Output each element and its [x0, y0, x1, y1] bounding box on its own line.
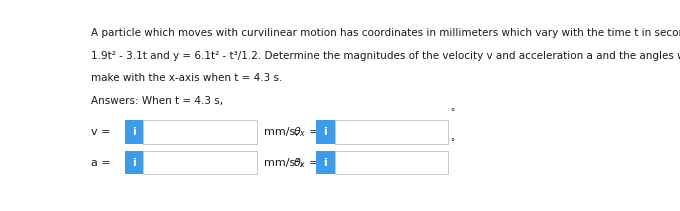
Text: i: i: [324, 127, 327, 137]
FancyBboxPatch shape: [335, 120, 448, 143]
FancyBboxPatch shape: [335, 151, 448, 174]
Text: i: i: [132, 158, 136, 168]
Text: make with the x-axis when t = 4.3 s.: make with the x-axis when t = 4.3 s.: [91, 73, 283, 83]
Text: i: i: [132, 127, 136, 137]
FancyBboxPatch shape: [124, 120, 143, 143]
Text: Answers: When t = 4.3 s,: Answers: When t = 4.3 s,: [91, 96, 224, 106]
Text: $\theta_x$ =: $\theta_x$ =: [293, 125, 318, 139]
Text: i: i: [324, 158, 327, 168]
FancyBboxPatch shape: [124, 151, 143, 174]
Text: °: °: [450, 108, 454, 117]
Text: °: °: [450, 139, 454, 147]
FancyBboxPatch shape: [316, 120, 335, 143]
FancyBboxPatch shape: [143, 120, 257, 143]
Text: v =: v =: [91, 127, 111, 137]
Text: mm/s,: mm/s,: [264, 127, 299, 137]
Text: 1.9t² - 3.1t and y = 6.1t² - t³/1.2. Determine the magnitudes of the velocity v : 1.9t² - 3.1t and y = 6.1t² - t³/1.2. Det…: [91, 50, 680, 61]
FancyBboxPatch shape: [316, 151, 335, 174]
Text: a =: a =: [91, 158, 111, 168]
Text: $\theta_x$ =: $\theta_x$ =: [293, 156, 318, 169]
Text: A particle which moves with curvilinear motion has coordinates in millimeters wh: A particle which moves with curvilinear …: [91, 28, 680, 38]
Text: mm/s²,: mm/s²,: [264, 158, 303, 168]
FancyBboxPatch shape: [143, 151, 257, 174]
